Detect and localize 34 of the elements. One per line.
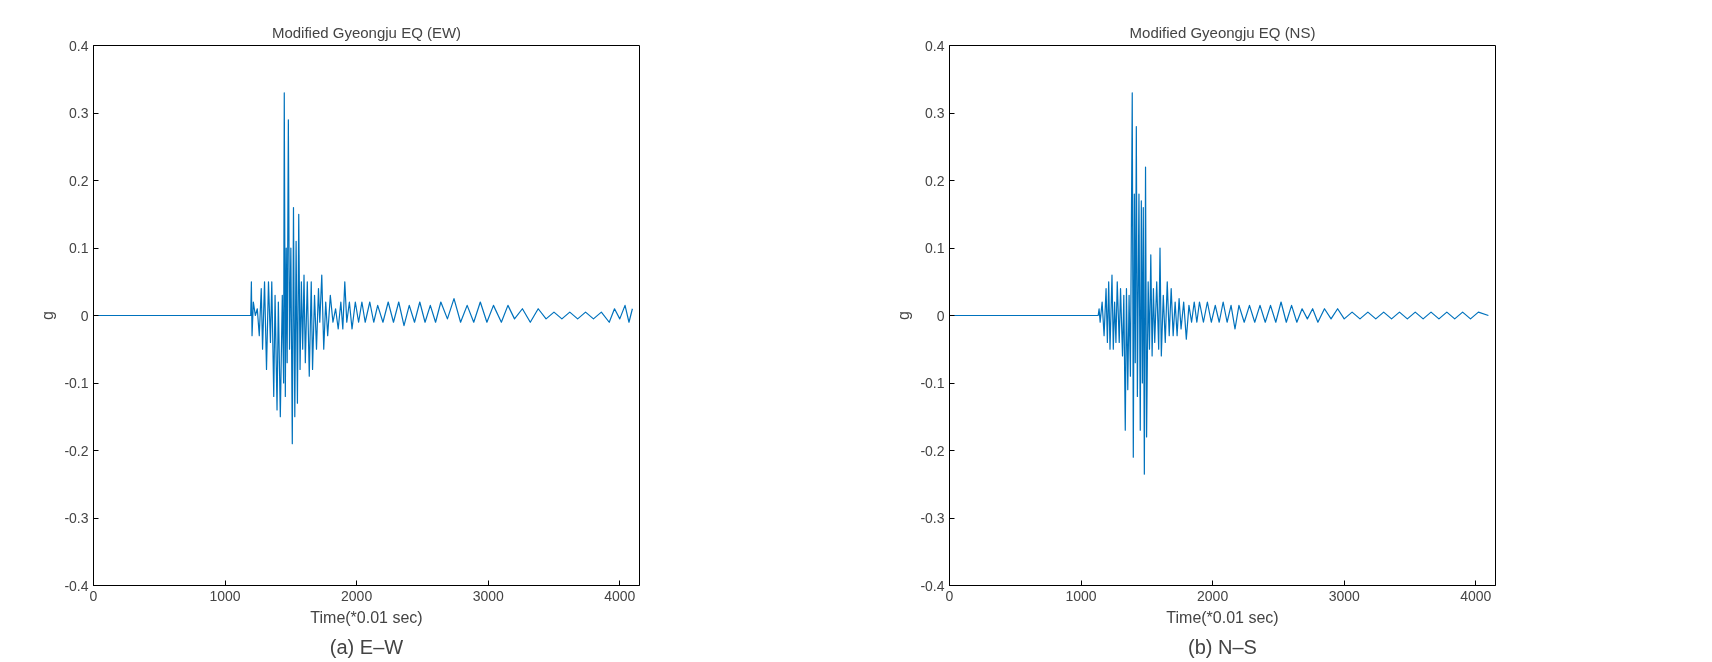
y-tick-label: -0.3	[64, 510, 89, 526]
y-tick-label: 0.1	[69, 240, 89, 256]
x-tick-label: 2000	[341, 587, 373, 604]
x-tick-label: 1000	[209, 587, 241, 604]
x-axis-title: Time(*0.01 sec)	[1166, 608, 1279, 626]
x-tick-label: 4000	[604, 587, 636, 604]
y-tick-label: -0.4	[64, 577, 89, 594]
x-tick-label: 2000	[1197, 587, 1229, 604]
y-tick-label: -0.2	[920, 442, 945, 459]
y-tick-label: -0.4	[920, 577, 945, 594]
x-axis-title: Time(*0.01 sec)	[310, 608, 423, 626]
y-tick-label: 0.1	[925, 240, 945, 256]
text: (a) E–W	[329, 635, 404, 658]
y-tick-label: 0.4	[925, 37, 945, 54]
x-tick-label: 3000	[1328, 587, 1360, 604]
text: (b) N–S	[1188, 635, 1257, 658]
x-tick-label: 4000	[1460, 587, 1492, 604]
x-tick-label: 3000	[472, 587, 504, 604]
chart-title: Modified Gyeongju EQ (NS)	[1129, 23, 1316, 41]
x-tick-label: 1000	[1065, 587, 1097, 604]
y-tick-label: 0.4	[69, 37, 89, 54]
y-axis-title: g	[895, 311, 913, 320]
y-tick-label: 0.3	[925, 105, 945, 121]
y-tick-label: -0.2	[64, 442, 89, 459]
y-tick-label: 0	[80, 307, 89, 324]
y-tick-label: -0.1	[920, 375, 945, 391]
y-tick-label: 0.2	[925, 172, 945, 189]
y-tick-label: 0.3	[69, 105, 89, 121]
y-tick-label: 0.2	[69, 172, 89, 189]
y-tick-label: -0.1	[64, 375, 89, 391]
y-tick-label: 0	[936, 307, 945, 324]
y-tick-label: -0.3	[920, 510, 945, 526]
y-axis-title: g	[39, 311, 57, 320]
chart-title: Modified Gyeongju EQ (EW)	[271, 23, 462, 41]
